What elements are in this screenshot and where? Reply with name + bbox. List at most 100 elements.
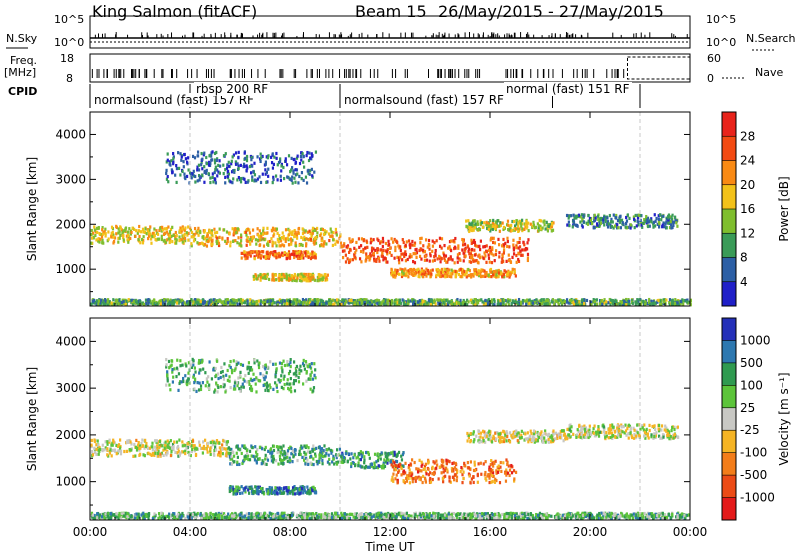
data-cell — [93, 439, 97, 444]
data-cell — [487, 248, 490, 252]
data-cell — [341, 244, 344, 249]
data-cell — [470, 228, 473, 232]
data-cell — [166, 451, 169, 455]
data-cell — [91, 453, 95, 457]
data-cell — [589, 218, 592, 222]
data-cell — [207, 300, 210, 304]
data-cell — [576, 302, 580, 306]
data-cell — [275, 156, 278, 160]
data-cell — [581, 219, 584, 223]
data-cell — [277, 448, 280, 452]
data-cell — [137, 302, 140, 306]
data-cell — [368, 465, 371, 469]
data-cell — [513, 479, 516, 483]
data-cell — [311, 250, 314, 255]
data-cell — [316, 298, 319, 302]
data-cell — [634, 302, 637, 307]
data-cell — [484, 470, 487, 475]
data-cell — [196, 228, 199, 233]
data-cell — [449, 480, 452, 484]
data-cell — [463, 247, 466, 252]
data-cell — [407, 269, 410, 273]
data-cell — [165, 168, 168, 172]
data-cell — [214, 301, 218, 306]
data-cell — [625, 215, 628, 220]
data-cell — [513, 268, 516, 272]
data-cell — [244, 230, 248, 234]
data-cell — [642, 221, 645, 226]
data-cell — [349, 248, 352, 252]
data-cell — [402, 269, 405, 273]
data-cell — [667, 213, 671, 217]
data-cell — [222, 439, 225, 443]
data-cell — [162, 448, 165, 452]
data-cell — [262, 229, 265, 233]
data-cell — [112, 440, 115, 444]
data-cell — [129, 440, 132, 444]
data-cell — [165, 453, 168, 457]
data-cell — [300, 235, 303, 240]
data-cell — [436, 298, 439, 302]
data-cell — [118, 230, 121, 234]
data-cell — [424, 254, 427, 258]
data-cell — [497, 243, 501, 247]
data-cell — [360, 244, 363, 248]
data-cell — [517, 297, 521, 302]
data-cell — [271, 488, 274, 492]
data-cell — [357, 298, 360, 303]
data-cell — [219, 164, 222, 168]
data-cell — [393, 450, 396, 454]
data-cell — [278, 233, 281, 238]
data-cell — [203, 180, 206, 184]
data-cell — [427, 271, 430, 275]
data-cell — [124, 228, 127, 233]
data-cell — [485, 223, 488, 227]
data-cell — [217, 241, 221, 245]
data-cell — [506, 236, 509, 240]
data-cell — [226, 298, 229, 302]
data-cell — [207, 239, 210, 244]
data-cell — [130, 301, 133, 305]
data-cell — [499, 465, 502, 469]
data-cell — [514, 227, 518, 231]
data-cell — [229, 240, 232, 244]
data-cell — [138, 234, 141, 239]
data-cell — [370, 462, 373, 466]
data-cell — [502, 461, 505, 465]
data-cell — [108, 440, 111, 444]
data-cell — [539, 224, 542, 228]
data-cell — [420, 236, 423, 240]
data-cell — [335, 453, 338, 457]
data-cell — [492, 218, 495, 223]
data-cell — [319, 233, 322, 238]
data-cell — [409, 253, 412, 257]
data-cell — [263, 302, 266, 306]
data-cell — [445, 298, 448, 302]
data-cell — [212, 180, 215, 184]
data-cell — [529, 222, 532, 226]
data-cell — [628, 216, 631, 220]
data-cell — [204, 169, 207, 173]
plot-background — [90, 318, 690, 520]
data-cell — [274, 250, 277, 254]
data-cell — [559, 298, 562, 303]
data-cell — [369, 252, 372, 256]
data-cell — [175, 301, 179, 305]
data-cell — [239, 297, 243, 302]
data-cell — [151, 299, 154, 303]
data-cell — [308, 151, 311, 155]
data-cell — [318, 456, 321, 460]
data-cell — [328, 462, 331, 466]
data-cell — [477, 271, 480, 275]
data-cell — [442, 300, 445, 305]
data-cell — [405, 240, 408, 244]
colorbar-swatch — [722, 209, 736, 234]
data-cell — [201, 157, 204, 161]
data-cell — [637, 223, 640, 227]
data-cell — [237, 175, 240, 180]
data-cell — [615, 216, 618, 220]
data-cell — [130, 448, 133, 452]
data-cell — [512, 469, 516, 473]
data-cell — [275, 151, 278, 156]
data-cell — [293, 484, 296, 489]
